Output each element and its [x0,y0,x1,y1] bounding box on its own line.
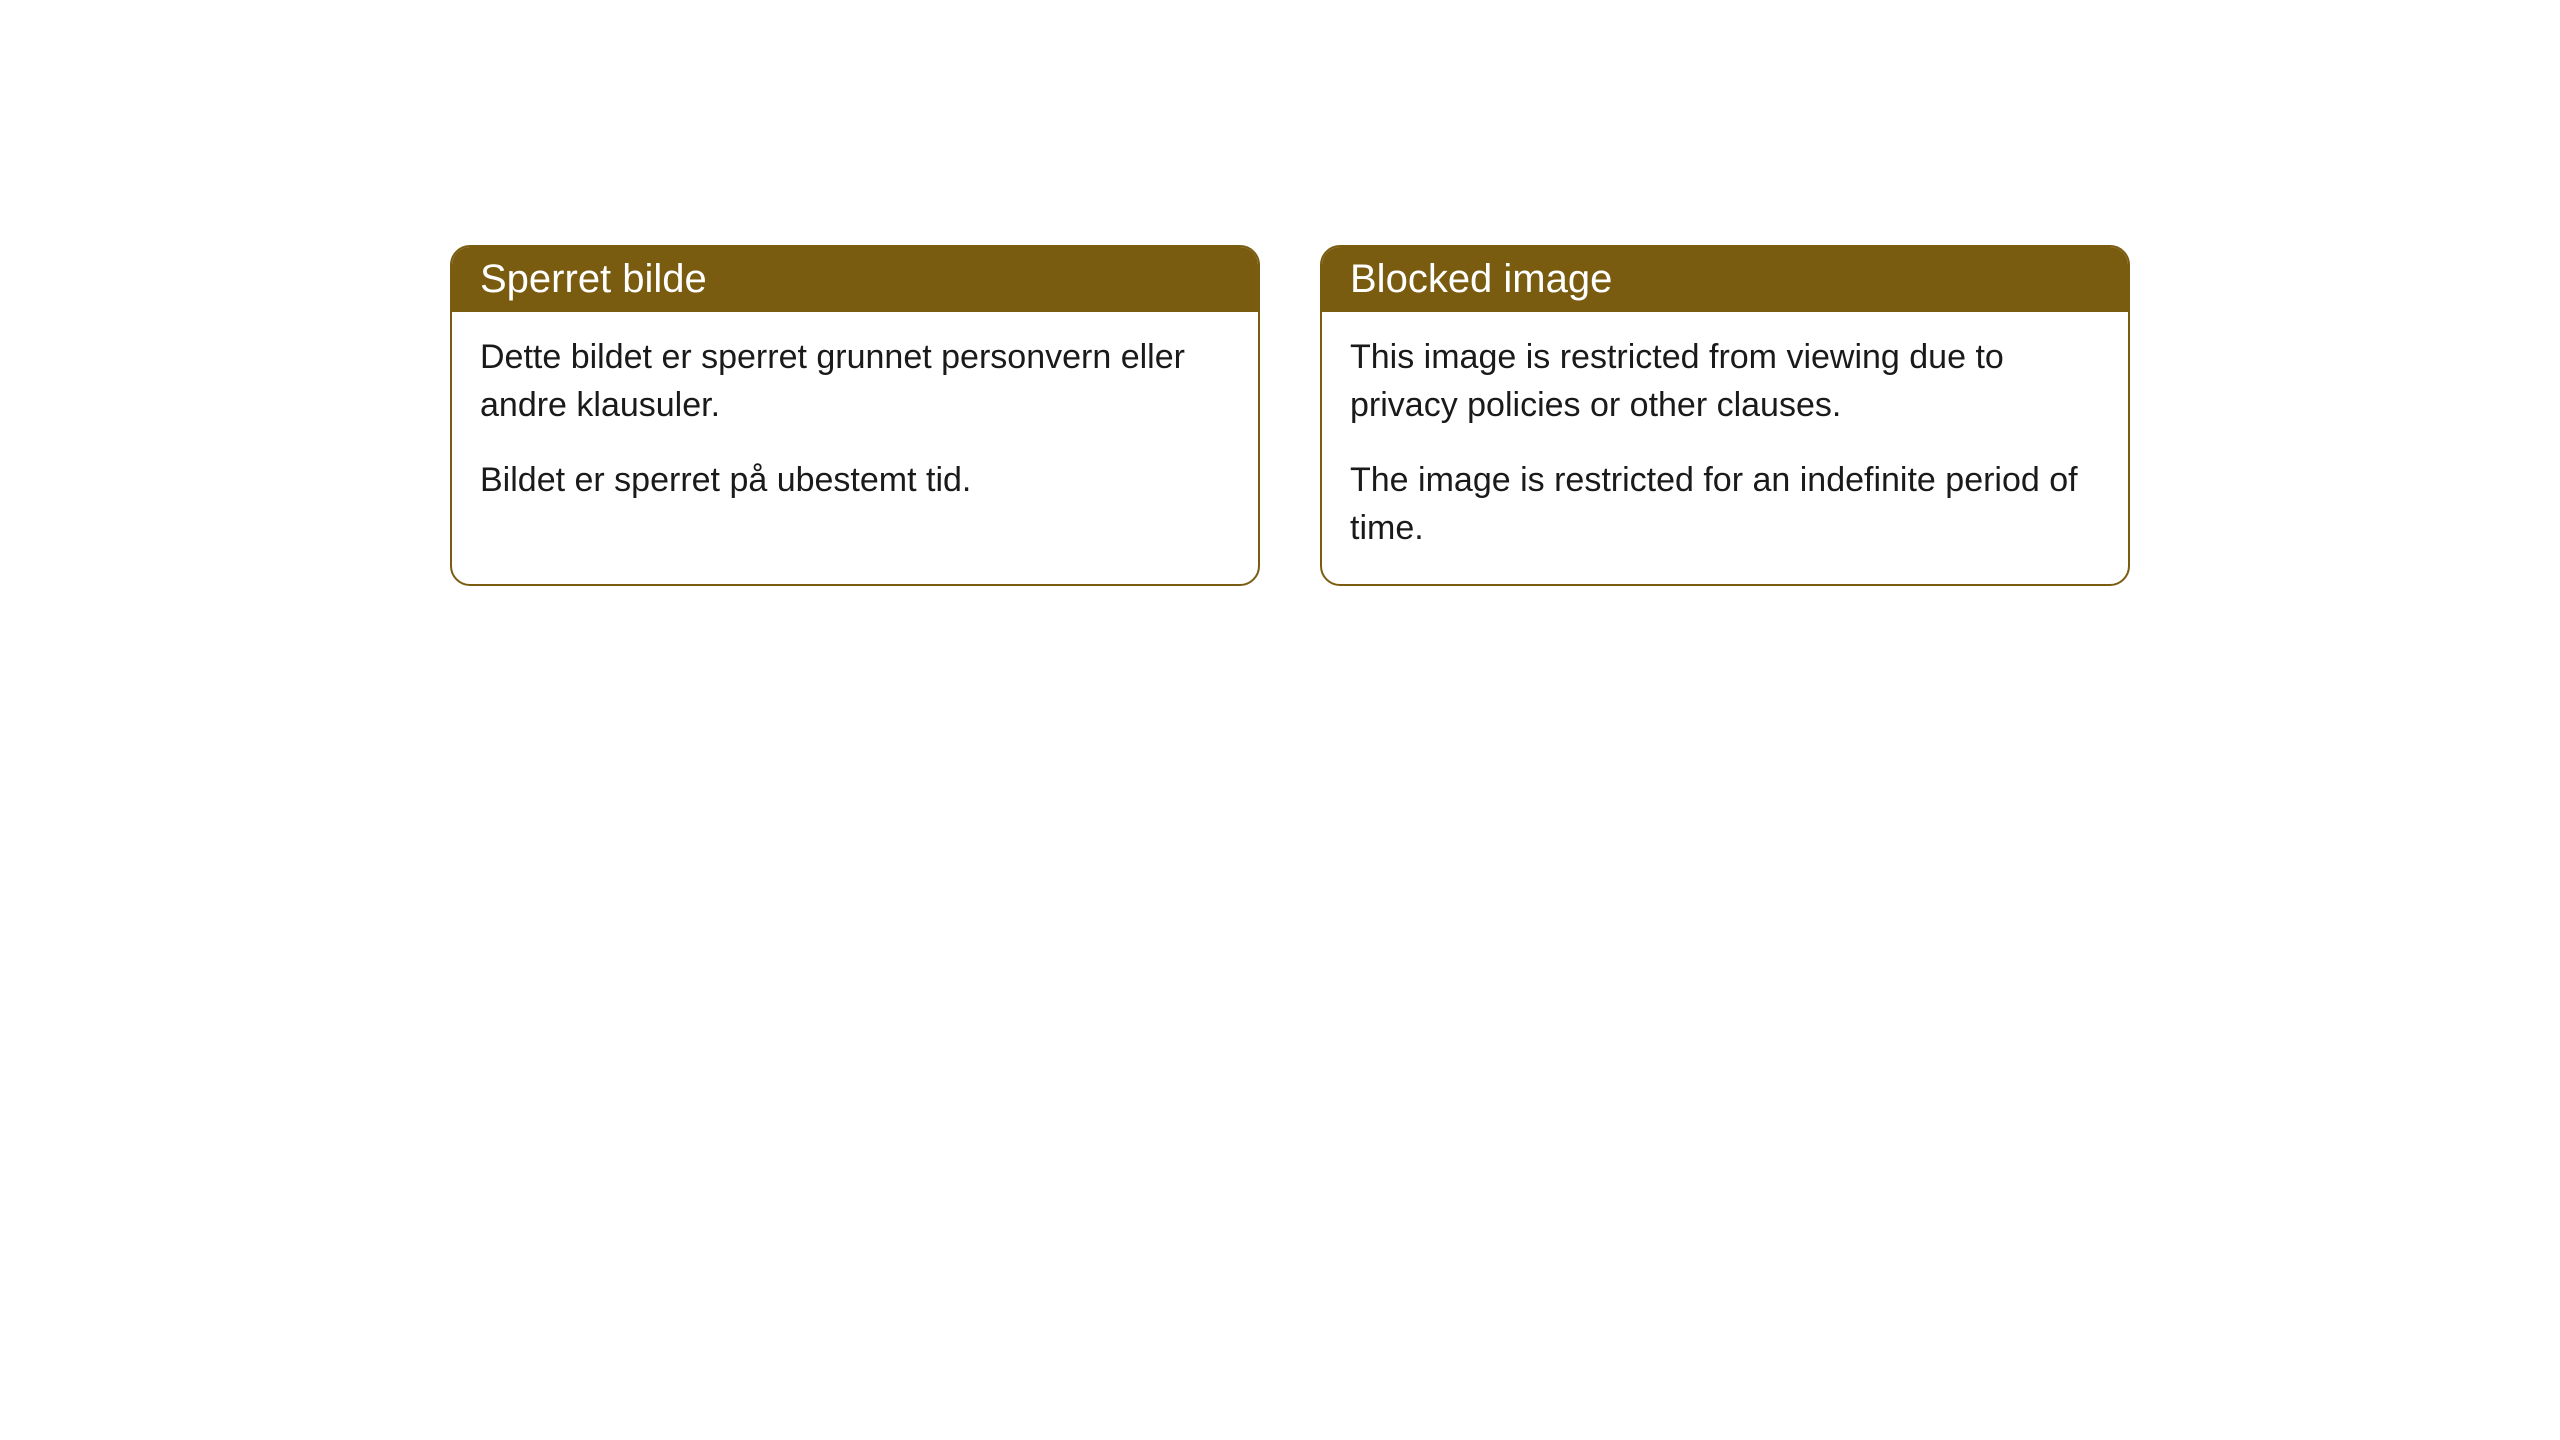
card-title: Sperret bilde [480,257,707,301]
card-body: This image is restricted from viewing du… [1322,312,2128,584]
blocked-image-card-norwegian: Sperret bilde Dette bildet er sperret gr… [450,245,1260,586]
cards-container: Sperret bilde Dette bildet er sperret gr… [0,0,2560,586]
blocked-image-card-english: Blocked image This image is restricted f… [1320,245,2130,586]
card-paragraph: Dette bildet er sperret grunnet personve… [480,334,1230,429]
card-header: Blocked image [1322,247,2128,312]
card-paragraph: This image is restricted from viewing du… [1350,334,2100,429]
card-body: Dette bildet er sperret grunnet personve… [452,312,1258,537]
card-paragraph: Bildet er sperret på ubestemt tid. [480,457,1230,505]
card-header: Sperret bilde [452,247,1258,312]
card-title: Blocked image [1350,257,1612,301]
card-paragraph: The image is restricted for an indefinit… [1350,457,2100,552]
